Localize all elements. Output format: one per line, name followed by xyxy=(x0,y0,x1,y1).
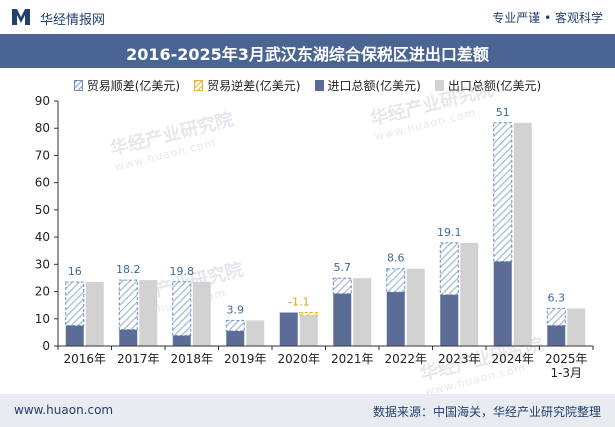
export-bar xyxy=(299,315,318,346)
export-bar xyxy=(246,320,265,346)
x-tick-label: 2020年 xyxy=(277,352,320,366)
legend-label-deficit: 贸易逆差(亿美元) xyxy=(207,78,301,93)
legend-label-export: 出口总额(亿美元) xyxy=(447,78,542,93)
legend-label-surplus: 贸易顺差(亿美元) xyxy=(86,78,181,93)
y-tick-label: 10 xyxy=(35,312,50,326)
brand-name: 华经情报网 xyxy=(40,13,106,28)
huajing-logo-icon xyxy=(12,9,30,25)
import-bar xyxy=(386,292,405,346)
export-bar xyxy=(567,308,586,346)
export-bar xyxy=(460,242,479,346)
export-bar xyxy=(85,282,104,346)
y-tick-label: 0 xyxy=(42,339,50,353)
y-tick-label: 60 xyxy=(35,176,50,190)
legend-swatch-export xyxy=(434,79,444,91)
chart-plot: 0 10 20 30 40 50 60 70 80 90 16 18.2 19.8 3.9 -1.1 5.7… xyxy=(35,94,594,380)
y-tick-label: 70 xyxy=(35,148,50,162)
import-bar xyxy=(547,325,566,346)
x-tick-label: 2017年 xyxy=(117,352,160,366)
legend-item-surplus: 贸易顺差(亿美元) xyxy=(73,76,181,94)
import-bar xyxy=(172,335,191,346)
x-tick-label: 2018年 xyxy=(170,352,213,366)
import-bar xyxy=(226,331,245,346)
trade-surplus-bar xyxy=(332,277,352,295)
export-bar xyxy=(406,268,425,346)
export-bar xyxy=(139,280,158,346)
x-tick-label: 2024年 xyxy=(491,352,534,366)
trade-surplus-bar xyxy=(493,122,513,263)
trade-balance-label: 19.8 xyxy=(170,265,195,278)
export-bar xyxy=(192,281,211,346)
footer-source: 数据来源：中国海关，华经产业研究院整理 xyxy=(372,405,601,419)
y-tick-label: 20 xyxy=(35,285,50,299)
footer: www.huaon.com 数据来源：中国海关，华经产业研究院整理 xyxy=(0,394,615,427)
legend-label-import: 进口总额(亿美元) xyxy=(327,78,421,93)
chart-legend: 贸易顺差(亿美元) 贸易逆差(亿美元) 进口总额(亿美元) 出口总额(亿美元) xyxy=(0,76,615,94)
title-bar: 2016-2025年3月武汉东湖综合保税区进出口差额 xyxy=(0,34,615,68)
legend-item-import: 进口总额(亿美元) xyxy=(314,76,421,94)
import-bar xyxy=(493,261,512,346)
trade-balance-label: 18.2 xyxy=(116,263,141,276)
import-bar xyxy=(333,293,352,346)
trade-surplus-bar xyxy=(439,242,459,296)
x-tick-label: 2021年 xyxy=(331,352,374,366)
trade-balance-label: 8.6 xyxy=(387,252,405,265)
y-tick-label: 30 xyxy=(35,257,50,271)
y-tick-label: 40 xyxy=(35,230,50,244)
import-bar xyxy=(279,312,298,346)
legend-item-export: 出口总额(亿美元) xyxy=(434,76,542,94)
y-tick-label: 80 xyxy=(35,121,50,135)
trade-balance-label: 16 xyxy=(68,265,82,278)
x-tick-label: 2019年 xyxy=(224,352,267,366)
trade-balance-label: 6.3 xyxy=(548,291,566,304)
x-tick-label: 2016年 xyxy=(63,352,106,366)
trade-surplus-bar xyxy=(118,279,138,331)
y-tick-label: 90 xyxy=(35,94,50,108)
trade-surplus-bar xyxy=(225,319,245,332)
import-bar xyxy=(119,329,138,346)
trade-balance-label: -1.1 xyxy=(288,296,309,309)
import-bar xyxy=(65,325,84,346)
trade-surplus-bar xyxy=(172,281,192,337)
trade-deficit-bar xyxy=(299,312,319,317)
trade-surplus-bar xyxy=(386,268,406,293)
chart-title: 2016-2025年3月武汉东湖综合保税区进出口差额 xyxy=(126,45,489,64)
legend-swatch-import xyxy=(314,79,324,91)
legend-swatch-surplus xyxy=(73,79,83,91)
export-bar xyxy=(513,122,532,347)
legend-swatch-deficit xyxy=(194,79,204,91)
trade-balance-label: 5.7 xyxy=(334,261,352,274)
legend-item-deficit: 贸易逆差(亿美元) xyxy=(194,76,301,94)
footer-website-link[interactable]: www.huaon.com xyxy=(14,403,114,417)
x-tick-label: 2023年 xyxy=(438,352,481,366)
x-tick-label: 2022年 xyxy=(384,352,427,366)
trade-balance-label: 3.9 xyxy=(227,303,245,316)
import-bar xyxy=(440,294,459,346)
trade-balance-label: 51 xyxy=(496,106,510,119)
slogan: 专业严谨 • 客观科学 xyxy=(492,11,603,25)
trade-surplus-bar xyxy=(546,307,566,327)
y-tick-label: 50 xyxy=(35,203,50,217)
x-tick-label: 2025年 1-3月 xyxy=(545,352,588,380)
top-bar: 华经情报网 专业严谨 • 客观科学 xyxy=(0,0,615,34)
trade-balance-label: 19.1 xyxy=(437,226,462,239)
export-bar xyxy=(353,278,372,346)
trade-surplus-bar xyxy=(65,281,85,327)
